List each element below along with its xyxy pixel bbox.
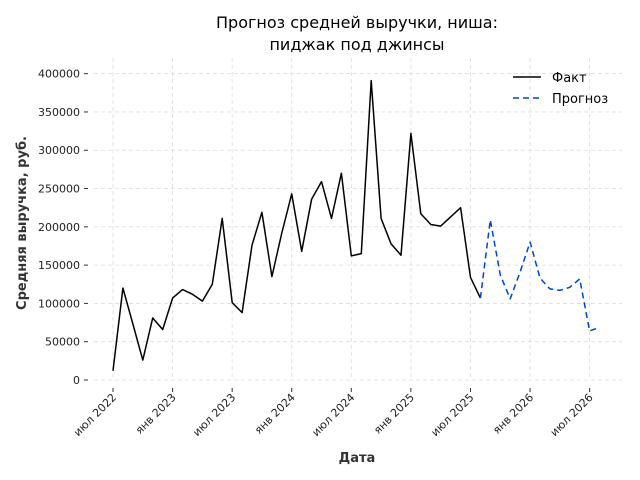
- x-tick-label: июл 2022: [71, 391, 119, 439]
- x-tick-label: июл 2026: [548, 391, 596, 439]
- y-tick-label: 200000: [38, 221, 80, 234]
- y-axis: 0 50000 100000 150000 200000 250000 300000 3500…: [38, 68, 88, 387]
- x-tick-label: июл 2023: [190, 391, 238, 439]
- x-tick-label: янв 2023: [133, 391, 179, 437]
- y-axis-label: Средняя выручка, руб.: [15, 136, 30, 310]
- x-axis: июл 2022 янв 2023 июл 2023 янв 2024 июл 2024…: [71, 388, 596, 439]
- series-line-fact: [112, 79, 482, 371]
- y-tick-label: 400000: [38, 68, 80, 81]
- y-tick-label: 250000: [38, 183, 80, 196]
- x-tick-label: июл 2025: [429, 391, 477, 439]
- chart-subtitle: пиджак под джинсы: [269, 35, 444, 54]
- y-tick-label: 0: [73, 374, 80, 387]
- x-tick-label: янв 2025: [371, 391, 417, 437]
- grid: [94, 58, 622, 381]
- series-line-forecast: [479, 219, 600, 332]
- legend-label-fact: Факт: [552, 71, 587, 86]
- legend: Факт Прогноз: [513, 71, 608, 107]
- x-tick-label: янв 2026: [490, 391, 536, 437]
- y-tick-label: 50000: [45, 336, 80, 349]
- x-axis-label: Дата: [339, 451, 376, 466]
- y-tick-label: 100000: [38, 297, 80, 310]
- y-tick-label: 300000: [38, 144, 80, 157]
- y-tick-label: 150000: [38, 259, 80, 272]
- x-tick-label: янв 2024: [252, 391, 298, 437]
- y-tick-label: 350000: [38, 106, 80, 119]
- legend-label-forecast: Прогноз: [552, 92, 608, 107]
- x-tick-label: июл 2024: [309, 391, 357, 439]
- chart-title: Прогноз средней выручки, ниша:: [216, 13, 498, 32]
- series: [112, 79, 600, 371]
